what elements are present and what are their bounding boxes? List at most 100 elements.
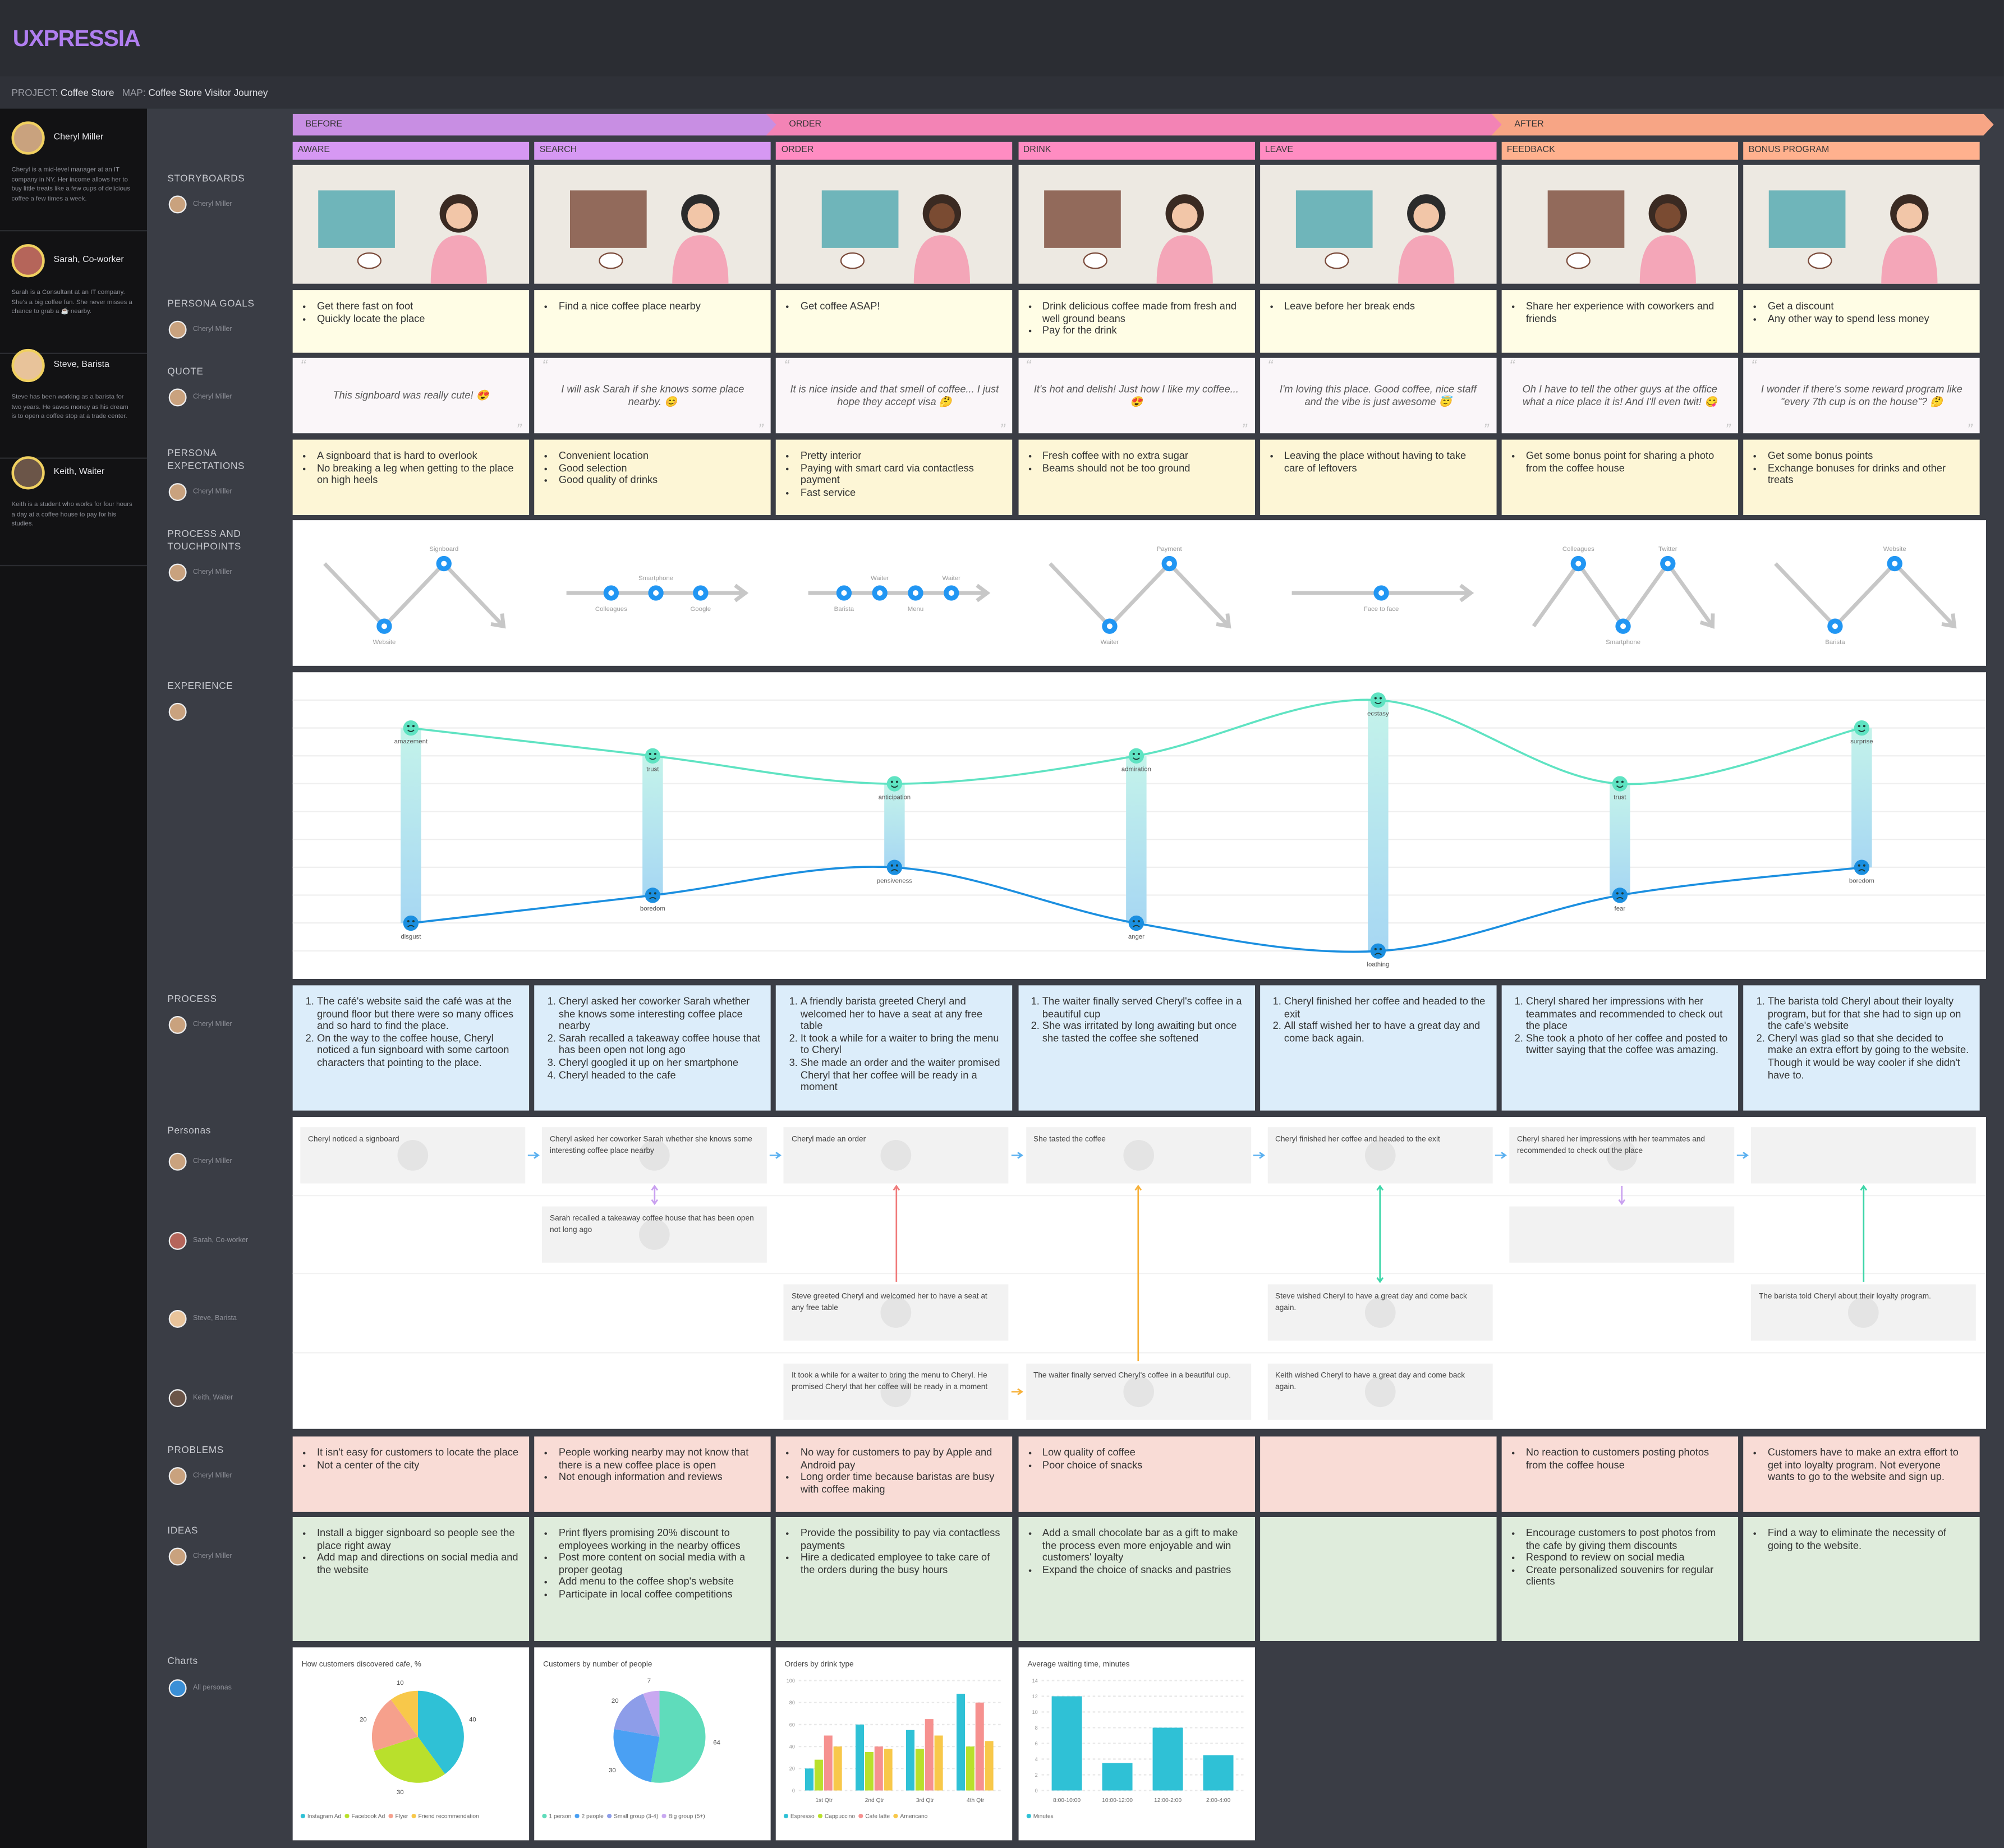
mouth: [407, 729, 415, 732]
bar: [856, 1724, 865, 1791]
process-item: It took a while for a waiter to bring th…: [801, 1032, 1003, 1057]
quote-mark: “: [542, 357, 548, 375]
emotion-face: [1854, 720, 1870, 736]
problems-item: It isn't easy for customers to locate th…: [317, 1447, 519, 1459]
goals-item: Get a discount: [1768, 300, 1970, 312]
emotion-face: [1612, 776, 1628, 792]
bar: [906, 1730, 915, 1791]
bar: [976, 1702, 985, 1791]
mouth: [407, 925, 415, 928]
emotion-label: surprise: [1850, 738, 1873, 745]
touchpoint-glyph: [1665, 560, 1671, 567]
mouth: [649, 757, 656, 760]
bar: [824, 1735, 833, 1791]
touchpoint-path: [1774, 560, 1956, 629]
action-card: Cheryl noticed a signboard: [300, 1127, 526, 1184]
legend-swatch: [300, 1813, 305, 1819]
persona-name: Keith, Waiter: [53, 467, 105, 477]
legend-label: Cappuccino: [825, 1814, 856, 1820]
ideas-item: Provide the possibility to pay via conta…: [801, 1527, 1003, 1552]
emotion-label: ecstasy: [1367, 710, 1389, 717]
top-bar: UXPRESSIA: [0, 0, 2004, 77]
x-tick-label: 2:00-4:00: [1206, 1798, 1230, 1804]
emotion-label: pensiveness: [877, 877, 913, 884]
persona-sidebar: Cheryl Miller Cheryl is a mid-level manag…: [0, 108, 147, 1848]
touchpoint-panel: Website Signboard Colleagues Smartphone Goog…: [292, 520, 1987, 666]
legend-swatch: [859, 1813, 864, 1819]
card-text: The waiter finally served Cheryl's coffe…: [1033, 1372, 1231, 1381]
persona-name: Sarah, Co-worker: [53, 255, 124, 265]
separator: [0, 564, 147, 567]
goals-item: Leave before her break ends: [1284, 300, 1486, 312]
emotion-label: disgust: [401, 934, 421, 940]
touchpoint-label: Website: [1883, 546, 1906, 553]
legend-label: Friend recommendation: [419, 1814, 480, 1820]
pie-slice: [614, 1694, 660, 1737]
eye: [412, 725, 415, 728]
goals-item: Pay for the drink: [1042, 325, 1244, 337]
emotion-label: boredom: [640, 905, 665, 912]
goals-card: Share her experience with coworkers and …: [1501, 290, 1739, 353]
touchpoint-label: Colleagues: [1562, 546, 1594, 553]
eye: [1616, 780, 1619, 783]
process-list: Cheryl finished her coffee and headed to…: [1270, 996, 1486, 1045]
touchpoint-path: [1049, 560, 1230, 629]
ideas-list: Print flyers promising 20% discount to e…: [545, 1527, 761, 1601]
storyboard-bg: [534, 164, 771, 284]
storyboard-shape: [822, 190, 899, 248]
expectations-item: Convenient location: [559, 450, 761, 462]
emotion-label: fear: [1615, 905, 1626, 912]
card-text: She tasted the coffee: [1033, 1136, 1106, 1144]
touchpoint-label: Signboard: [429, 546, 458, 553]
ideas-item: Respond to review on social media: [1526, 1552, 1728, 1564]
storyboard-shape: [1295, 190, 1373, 248]
chart-card: Average waiting time, minutes 0 2 4 6 8 10 12 14…: [1018, 1647, 1255, 1841]
touchpoint-glyph: [381, 623, 387, 629]
quote-card: “ ” I'm loving this place. Good coffee, ni…: [1260, 357, 1497, 434]
emotion-face: [403, 915, 419, 931]
expectations-list: Fresh coffee with no extra sugarBeams sh…: [1028, 450, 1244, 475]
arrow-head: [1459, 583, 1474, 603]
touchpoint-glyph: [608, 590, 614, 596]
eye: [1379, 697, 1382, 700]
bar: [985, 1741, 994, 1791]
quote-card: “ ” I will ask Sarah if she knows some pla…: [534, 357, 771, 434]
legend-label: 1 person: [549, 1814, 572, 1820]
action-card: Steve wished Cheryl to have a great day …: [1267, 1284, 1493, 1341]
card-glyph: [639, 1219, 670, 1250]
expectations-item: No breaking a leg when getting to the pl…: [317, 462, 519, 487]
emotion-face: [1128, 748, 1145, 764]
emotion-label: admiration: [1121, 766, 1151, 773]
ideas-card: [1260, 1516, 1497, 1641]
mouth: [1616, 897, 1624, 900]
eye: [1137, 920, 1140, 923]
row-persona: Cheryl Miller: [192, 325, 232, 334]
x-tick-label: 8:00-10:00: [1052, 1798, 1080, 1804]
action-card: Cheryl asked her coworker Sarah whether …: [542, 1127, 767, 1184]
storyboard: [1260, 164, 1497, 284]
eye: [412, 920, 415, 923]
eye: [654, 752, 656, 755]
ideas-item: Encourage customers to post photos from …: [1526, 1527, 1728, 1552]
storyboard-shape: [1547, 190, 1625, 248]
problems-item: Long order time because baristas are bus…: [801, 1471, 1003, 1496]
coffee-cup: [840, 252, 865, 269]
ideas-item: Install a bigger signboard so people see…: [317, 1527, 519, 1552]
card-glyph: [639, 1139, 670, 1171]
eye: [1858, 725, 1860, 728]
ideas-list: Add a small chocolate bar as a gift to m…: [1028, 1527, 1244, 1576]
chart-title: How customers discovered cafe, %: [302, 1660, 421, 1668]
mouth: [1616, 785, 1624, 788]
quote-text: It's hot and delish! Just how I like my …: [1033, 383, 1239, 407]
touchpoint-glyph: [948, 590, 954, 596]
arrow-head: [734, 583, 749, 603]
emotion-face: [1370, 943, 1386, 959]
eye: [1379, 948, 1382, 950]
problems-card: No way for customers to pay by Apple and…: [776, 1436, 1013, 1512]
emotion-range: [401, 728, 421, 923]
emotion-range: [884, 784, 905, 868]
touchpoint-glyph: [1378, 590, 1385, 596]
x-tick-label: 4th Qtr: [967, 1798, 985, 1804]
goals-card: Get there fast on footQuickly locate the…: [292, 290, 530, 353]
expectations-list: Convenient locationGood selectionGood qu…: [545, 450, 761, 487]
